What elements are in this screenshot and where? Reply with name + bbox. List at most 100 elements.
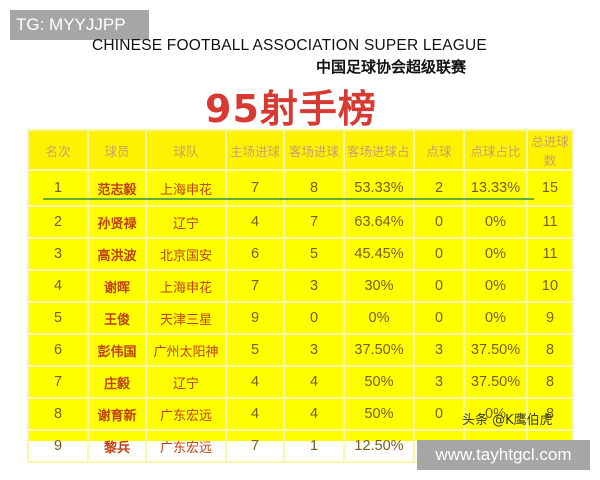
cell-rank: 3 (27, 237, 89, 271)
cell-total-goals: 8 (526, 397, 574, 431)
cell-penalty-ratio: 13.33% (463, 169, 528, 207)
cell-away-goals: 3 (283, 269, 345, 303)
cell-away-goals: 5 (283, 237, 345, 271)
cell-penalties: 0 (413, 301, 465, 335)
col-header-away-goals: 客场进球 (283, 129, 345, 171)
cell-rank: 9 (27, 429, 89, 463)
cell-player: 孙贤禄 (87, 205, 147, 239)
cell-total-goals: 10 (526, 269, 574, 303)
cell-away-goals: 4 (283, 365, 345, 399)
cell-penalties: 3 (413, 333, 465, 367)
cell-away-ratio: 0% (343, 301, 415, 335)
cell-away-goals: 7 (283, 205, 345, 239)
cell-player: 高洪波 (87, 237, 147, 271)
col-header-away-ratio-label: 客场进球占比 (347, 143, 411, 157)
cell-team: 广东宏远 (145, 429, 227, 463)
cell-rank: 8 (27, 397, 89, 431)
cell-away-ratio: 50% (343, 397, 415, 431)
cell-home-goals: 7 (225, 169, 285, 207)
col-header-home-goals: 主场进球 (225, 129, 285, 171)
cell-total-goals: 11 (526, 205, 574, 239)
cell-penalties: 0 (413, 397, 465, 431)
cell-penalty-ratio: 37.50% (463, 333, 528, 367)
table-row: 4 谢晖 上海申花 7 3 30% 0 0% 10 (27, 269, 574, 303)
cell-away-ratio: 45.45% (343, 237, 415, 271)
cell-team: 上海申花 (145, 269, 227, 303)
scorers-table: 名次 球员 球队 主场进球 客场进球 客场进球占比 点球 点球占比 总进球数 1… (27, 129, 574, 463)
cell-penalties: 0 (413, 237, 465, 271)
cell-away-goals: 3 (283, 333, 345, 367)
cell-total-goals: 11 (526, 237, 574, 271)
cell-player: 庄毅 (87, 365, 147, 399)
page-title: 95射手榜 (205, 87, 377, 131)
cell-penalty-ratio: 0% (463, 205, 528, 239)
cell-total-goals: 15 (526, 169, 574, 207)
cell-team: 广州太阳神 (145, 333, 227, 367)
cell-away-ratio: 12.50% (343, 429, 415, 463)
cell-penalty-ratio: 37.50% (463, 365, 528, 399)
table-row: 5 王俊 天津三星 9 0 0% 0 0% 9 (27, 301, 574, 335)
cell-total-goals: 9 (526, 301, 574, 335)
cell-penalty-ratio: 0% (463, 397, 528, 431)
league-title-en: CHINESE FOOTBALL ASSOCIATION SUPER LEAGU… (92, 37, 487, 54)
table-row: 6 彭伟国 广州太阳神 5 3 37.50% 3 37.50% 8 (27, 333, 574, 367)
col-header-penalty-ratio: 点球占比 (463, 129, 528, 171)
cell-penalties: 0 (413, 205, 465, 239)
cell-team: 辽宁 (145, 205, 227, 239)
cell-rank: 2 (27, 205, 89, 239)
col-header-rank: 名次 (27, 129, 89, 171)
cell-player: 彭伟国 (87, 333, 147, 367)
cell-rank: 5 (27, 301, 89, 335)
watermark-source: 头条 @K鹰伯虎 (462, 413, 553, 428)
watermark-tg-badge: TG: MYYJJPP (10, 10, 149, 40)
cell-player: 范志毅 (87, 169, 147, 207)
col-header-penalties: 点球 (413, 129, 465, 171)
cell-away-goals: 4 (283, 397, 345, 431)
cell-penalties: 0 (413, 269, 465, 303)
scorers-table-container: 名次 球员 球队 主场进球 客场进球 客场进球占比 点球 点球占比 总进球数 1… (27, 129, 574, 463)
cell-away-goals: 0 (283, 301, 345, 335)
cell-total-goals: 8 (526, 365, 574, 399)
table-row: 1 范志毅 上海申花 7 8 53.33% 2 13.33% 15 (27, 169, 574, 207)
cell-home-goals: 9 (225, 301, 285, 335)
cell-home-goals: 7 (225, 429, 285, 463)
col-header-team: 球队 (145, 129, 227, 171)
cell-home-goals: 4 (225, 365, 285, 399)
cell-team: 北京国安 (145, 237, 227, 271)
cell-home-goals: 4 (225, 205, 285, 239)
cell-away-ratio: 53.33% (343, 169, 415, 207)
cell-team: 辽宁 (145, 365, 227, 399)
cell-home-goals: 6 (225, 237, 285, 271)
cell-home-goals: 4 (225, 397, 285, 431)
cell-penalties: 3 (413, 365, 465, 399)
cell-away-ratio: 30% (343, 269, 415, 303)
table-row: 3 高洪波 北京国安 6 5 45.45% 0 0% 11 (27, 237, 574, 271)
cell-player: 王俊 (87, 301, 147, 335)
cell-away-ratio: 50% (343, 365, 415, 399)
cell-team: 广东宏远 (145, 397, 227, 431)
cell-player: 谢育新 (87, 397, 147, 431)
cell-team: 上海申花 (145, 169, 227, 207)
cell-player: 谢晖 (87, 269, 147, 303)
cell-away-goals: 1 (283, 429, 345, 463)
watermark-url-badge: www.tayhtgcl.com (417, 440, 590, 470)
cell-rank: 1 (27, 169, 89, 207)
green-divider-line (43, 198, 534, 200)
cell-away-goals: 8 (283, 169, 345, 207)
cell-away-ratio: 63.64% (343, 205, 415, 239)
league-title-cn: 中国足球协会超级联赛 (316, 58, 467, 76)
cell-away-ratio: 37.50% (343, 333, 415, 367)
cell-home-goals: 5 (225, 333, 285, 367)
cell-rank: 6 (27, 333, 89, 367)
col-header-away-ratio: 客场进球占比 (343, 129, 415, 171)
cell-penalty-ratio: 0% (463, 301, 528, 335)
cell-total-goals: 8 (526, 333, 574, 367)
table-header-row: 名次 球员 球队 主场进球 客场进球 客场进球占比 点球 点球占比 总进球数 (27, 129, 574, 171)
cell-penalty-ratio: 0% (463, 237, 528, 271)
col-header-total-goals: 总进球数 (526, 129, 574, 171)
cell-team: 天津三星 (145, 301, 227, 335)
cell-home-goals: 7 (225, 269, 285, 303)
table-row: 2 孙贤禄 辽宁 4 7 63.64% 0 0% 11 (27, 205, 574, 239)
col-header-player: 球员 (87, 129, 147, 171)
cell-player: 黎兵 (87, 429, 147, 463)
